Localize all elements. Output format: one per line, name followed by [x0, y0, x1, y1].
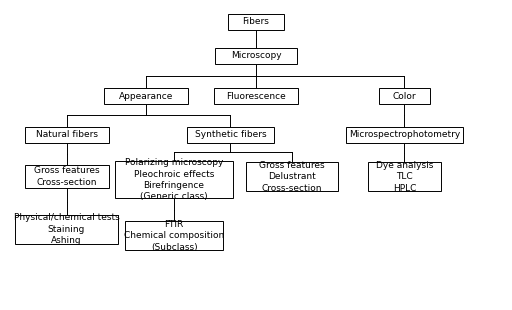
Text: Gross features
Delustrant
Cross-section: Gross features Delustrant Cross-section [259, 161, 325, 193]
FancyBboxPatch shape [368, 162, 441, 191]
Text: Appearance: Appearance [119, 91, 173, 101]
Text: Natural fibers: Natural fibers [35, 130, 98, 140]
Text: Dye analysis
TLC
HPLC: Dye analysis TLC HPLC [376, 161, 433, 193]
FancyBboxPatch shape [246, 162, 338, 191]
Text: Color: Color [393, 91, 416, 101]
FancyBboxPatch shape [125, 221, 223, 250]
FancyBboxPatch shape [346, 127, 463, 143]
Text: Microspectrophotometry: Microspectrophotometry [349, 130, 460, 140]
FancyBboxPatch shape [215, 48, 297, 64]
Text: Fluorescence: Fluorescence [226, 91, 286, 101]
Text: Microscopy: Microscopy [231, 51, 281, 60]
Text: FTIR
Chemical composition
(Subclass): FTIR Chemical composition (Subclass) [124, 220, 224, 251]
FancyBboxPatch shape [15, 215, 118, 244]
FancyBboxPatch shape [187, 127, 274, 143]
FancyBboxPatch shape [25, 127, 109, 143]
FancyBboxPatch shape [104, 88, 188, 104]
Text: Fibers: Fibers [243, 17, 269, 26]
FancyBboxPatch shape [115, 161, 233, 198]
Text: Polarizing microscopy
Pleochroic effects
Birefringence
(Generic class): Polarizing microscopy Pleochroic effects… [125, 158, 223, 202]
Text: Synthetic fibers: Synthetic fibers [195, 130, 266, 140]
FancyBboxPatch shape [214, 88, 298, 104]
Text: Gross features
Cross-section: Gross features Cross-section [34, 166, 99, 187]
FancyBboxPatch shape [25, 165, 109, 188]
FancyBboxPatch shape [228, 14, 284, 30]
FancyBboxPatch shape [379, 88, 430, 104]
Text: Physical/chemical tests
Staining
Ashing: Physical/chemical tests Staining Ashing [14, 214, 119, 245]
